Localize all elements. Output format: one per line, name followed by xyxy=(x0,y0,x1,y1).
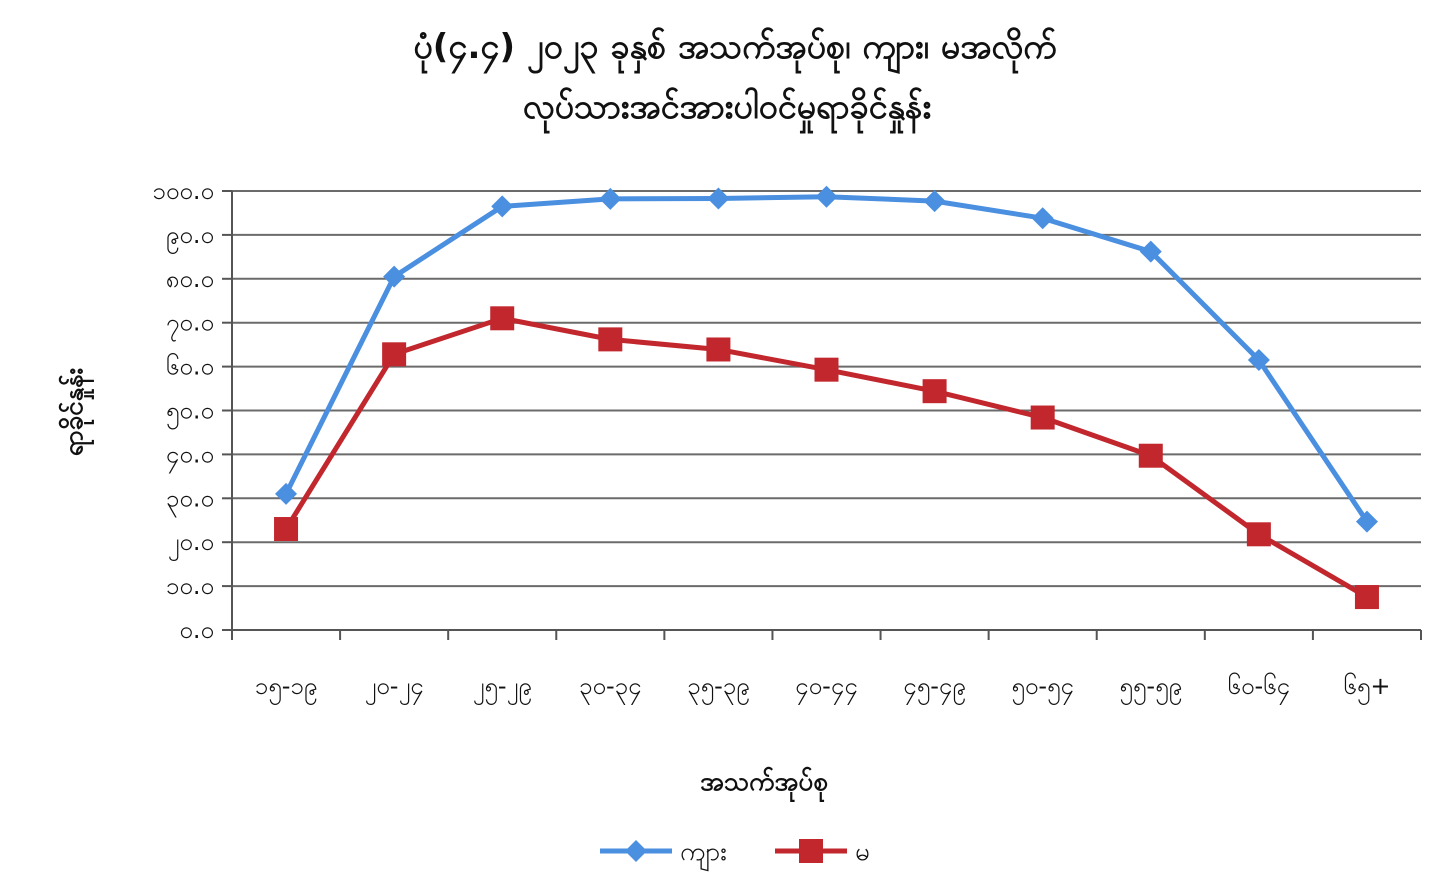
data-point xyxy=(1031,207,1054,230)
data-point xyxy=(1030,405,1055,430)
x-tick-label: ၁၅-၁၉ xyxy=(255,672,318,705)
data-point xyxy=(814,357,839,382)
data-point xyxy=(1246,522,1271,547)
data-point xyxy=(923,190,946,213)
x-axis-label: အသက်အုပ်စု xyxy=(700,766,828,803)
legend-marker xyxy=(625,840,647,862)
legend-item: မ xyxy=(775,837,870,867)
y-tick-label: ၅၀.၀ xyxy=(166,397,214,430)
legend-label: မ xyxy=(855,837,870,867)
data-point xyxy=(491,195,514,218)
legend-item: ကျား xyxy=(600,837,727,872)
series-1 xyxy=(275,185,1378,533)
data-point xyxy=(706,337,731,362)
y-tick-label: ၆၀.၀ xyxy=(166,352,214,381)
legend-marker xyxy=(799,839,823,863)
y-tick-label: ၃၀.၀ xyxy=(166,484,214,517)
y-tick-labels: ၀.၀ ၁၀.၀ ၂၀.၀ ၃၀.၀ ၄၀.၀ ၅၀.၀ ၆၀.၀ ၇၀.၀ ၈၀.၀ ၉၀.၀ ၁… xyxy=(152,177,214,644)
x-tick-label: ၂၀-၂၄ xyxy=(365,672,424,705)
data-point xyxy=(707,187,730,210)
data-point xyxy=(1354,585,1379,610)
data-point xyxy=(490,306,515,331)
x-tick-labels: ၁၅-၁၉ ၂၀-၂၄ ၂၅-၂၉ ၃၀-၃၄ ၃၅-၃၉ ၄၀-၄၄ ၄၅-၄၉ ၅၀-၅၄… xyxy=(255,671,1391,705)
data-point xyxy=(275,482,298,505)
y-axis-label: ရာခိုင်နှုန်း xyxy=(58,368,95,456)
y-tick-label: ၄၀.၀ xyxy=(166,440,214,473)
y-tick-label: ၂၀.၀ xyxy=(168,528,214,561)
x-tick-label: ၃၅-၃၉ xyxy=(687,672,750,705)
chart-title-line-1: ပုံ(၄.၄) ၂၀၂၃ ခုနှစ် အသက်အုပ်စု၊ ကျား၊ မ… xyxy=(413,27,1056,74)
data-point xyxy=(599,187,622,210)
data-point xyxy=(1355,510,1378,533)
x-tick-label: ၅၀-၅၄ xyxy=(1011,672,1074,705)
axes xyxy=(222,190,1422,640)
data-point xyxy=(1138,443,1163,468)
legend: ကျား မ xyxy=(600,837,870,872)
data-point xyxy=(598,327,623,352)
data-point xyxy=(274,517,299,542)
x-tick-label: ၅၅-၅၉ xyxy=(1119,672,1182,705)
series-2 xyxy=(274,306,1379,610)
legend-label: ကျား xyxy=(680,837,727,872)
data-point xyxy=(1247,349,1270,372)
y-tick-label: ၁၀.၀ xyxy=(166,572,214,600)
data-series xyxy=(274,185,1379,610)
y-tick-label: ၉၀.၀ xyxy=(166,221,214,254)
x-tick-label: ၃၀-၃၄ xyxy=(579,672,642,705)
data-point xyxy=(815,185,838,208)
data-point xyxy=(1139,240,1162,263)
x-tick-label: ၆၅+ xyxy=(1343,671,1390,705)
y-tick-label: ၈၀.၀ xyxy=(166,265,214,293)
y-tick-label: ၇၀.၀ xyxy=(166,309,214,342)
x-tick-label: ၄၅-၄၉ xyxy=(903,672,966,705)
gridlines xyxy=(232,190,1421,588)
data-point xyxy=(382,342,407,367)
y-tick-label: ၁၀၀.၀ xyxy=(152,177,214,205)
chart-title: ပုံ(၄.၄) ၂၀၂၃ ခုနှစ် အသက်အုပ်စု၊ ကျား၊ မ… xyxy=(413,27,1056,134)
chart-title-line-2: လုပ်သားအင်အားပါဝင်မှုရာခိုင်နှုန်း xyxy=(523,87,932,134)
x-tick-label: ၆၀-၆၄ xyxy=(1228,671,1291,705)
data-point xyxy=(922,379,947,404)
y-tick-label: ၀.၀ xyxy=(179,616,214,644)
data-point xyxy=(383,265,406,288)
x-tick-label: ၂၅-၂၉ xyxy=(473,672,532,705)
x-tick-label: ၄၀-၄၄ xyxy=(795,672,858,705)
